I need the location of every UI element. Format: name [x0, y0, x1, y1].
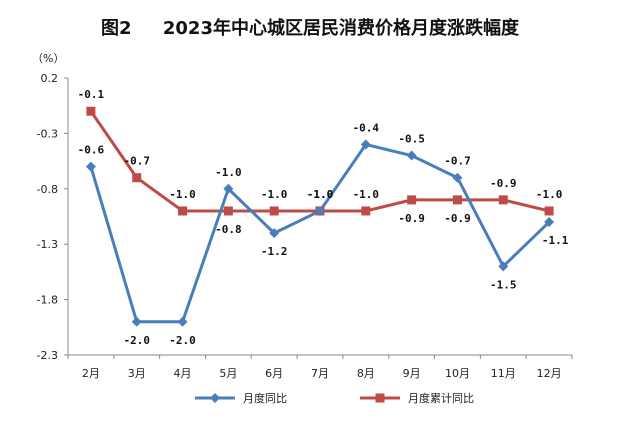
x-tick-label: 4月	[174, 367, 192, 380]
data-label-1-9: -0.9	[490, 177, 517, 190]
data-point-1-7	[407, 195, 417, 205]
series-line-0	[89, 142, 551, 324]
data-label-0-2: -2.0	[169, 334, 196, 347]
legend-marker-0	[210, 393, 220, 403]
x-tick-label: 10月	[445, 367, 470, 380]
data-label-0-1: -2.0	[123, 334, 150, 347]
data-label-0-8: -0.7	[444, 155, 471, 168]
data-point-0-10	[544, 217, 555, 228]
data-point-1-1	[132, 173, 142, 183]
data-label-1-1: -0.7	[123, 155, 150, 168]
data-label-1-7: -0.9	[398, 212, 425, 225]
data-point-1-10	[544, 206, 554, 216]
x-tick-label: 12月	[537, 367, 562, 380]
data-label-1-2: -1.0	[169, 188, 196, 201]
data-labels: -0.6 -2.0 -2.0 -1.0 -1.2 -1.0 -0.4 -0.5 -0.7 -1.5…	[78, 88, 569, 347]
data-label-1-3: -0.8	[215, 223, 242, 236]
x-tick-label: 3月	[128, 367, 146, 380]
x-tick-label: 7月	[311, 367, 329, 380]
y-tick-label: -2.3	[37, 349, 58, 362]
data-label-1-5: -1.0	[307, 188, 334, 201]
y-tick-labels: 0.2 -0.3 -0.8 -1.3 -1.8 -2.3	[37, 72, 58, 362]
x-tick-label: 2月	[82, 367, 100, 380]
x-tick-label: 8月	[357, 367, 375, 380]
data-point-1-2	[178, 206, 188, 216]
data-label-0-9: -1.5	[490, 278, 517, 291]
data-point-0-9	[498, 261, 509, 272]
data-point-0-2	[177, 316, 188, 327]
data-point-1-9	[498, 195, 508, 205]
series-lines	[89, 110, 551, 324]
legend: 月度同比 月度累计同比	[195, 391, 474, 405]
x-tick-label: 9月	[403, 367, 421, 380]
data-label-0-4: -1.2	[261, 245, 288, 258]
legend-marker-1	[375, 393, 385, 403]
chart-title: 图2 2023年中心城区居民消费价格月度涨跌幅度	[101, 18, 519, 39]
data-label-1-10: -1.0	[536, 188, 563, 201]
data-label-0-6: -0.4	[353, 121, 380, 134]
y-unit-label: （%）	[32, 52, 64, 65]
data-point-1-4	[269, 206, 279, 216]
data-point-1-8	[452, 195, 462, 205]
data-point-0-6	[360, 139, 371, 150]
data-point-0-3	[223, 183, 234, 194]
x-tick-label: 6月	[265, 367, 283, 380]
data-point-1-0	[86, 106, 96, 116]
data-point-0-4	[269, 228, 280, 239]
data-label-0-0: -0.6	[78, 144, 105, 157]
y-tick-label: -0.3	[37, 127, 58, 140]
data-point-0-1	[131, 316, 142, 327]
x-tick-label: 5月	[219, 367, 237, 380]
y-tick-label: -0.8	[37, 183, 58, 196]
data-point-1-3	[223, 206, 233, 216]
x-tick-labels: 2月 3月 4月 5月 6月 7月 8月 9月 10月 11月 12月	[82, 367, 562, 380]
data-label-1-6: -1.0	[353, 188, 380, 201]
data-point-0-8	[452, 172, 463, 183]
data-label-0-5: -1.0	[307, 188, 334, 201]
axes	[64, 77, 573, 359]
data-label-1-0: -0.1	[78, 88, 105, 101]
data-label-1-8: -0.9	[444, 212, 471, 225]
data-label-0-10: -1.1	[542, 234, 569, 247]
data-label-0-7: -0.5	[398, 133, 425, 146]
markers	[85, 106, 555, 327]
data-point-1-6	[361, 206, 371, 216]
data-point-0-0	[85, 161, 96, 172]
data-point-0-7	[406, 150, 417, 161]
y-tick-label: -1.3	[37, 238, 58, 251]
data-point-0-5	[315, 205, 325, 216]
data-label-1-4: -1.0	[261, 188, 288, 201]
data-label-0-3: -1.0	[215, 166, 242, 179]
x-tick-label: 11月	[491, 367, 516, 380]
legend-label-0: 月度同比	[243, 391, 287, 405]
y-tick-label: 0.2	[41, 72, 59, 85]
y-tick-label: -1.8	[37, 294, 58, 307]
legend-label-1: 月度累计同比	[408, 391, 474, 405]
